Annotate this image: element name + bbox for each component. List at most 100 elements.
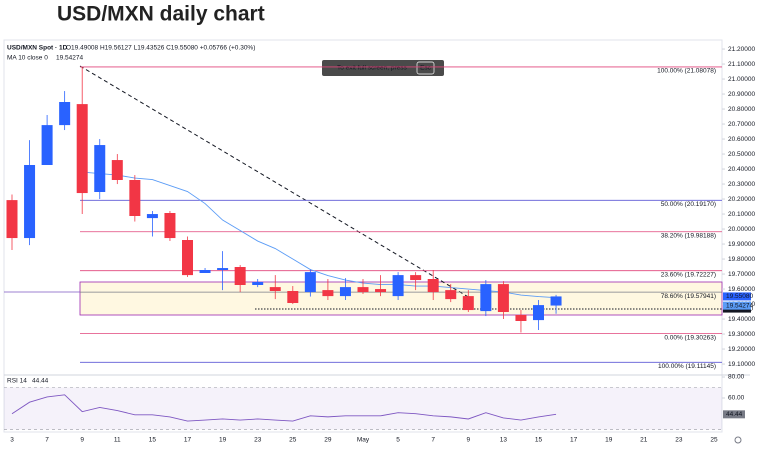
y-tick-label: 19.60000 <box>728 286 755 293</box>
ma-label: MA 10 close 0 <box>7 55 48 62</box>
x-tick-label: 7 <box>45 437 49 444</box>
key-box <box>416 61 435 75</box>
candle-body <box>76 104 88 194</box>
rsi-tick-label: 80.00 <box>728 374 745 381</box>
fib-label: 23.60% (19.72227) <box>661 271 716 278</box>
y-tick-label: 19.90000 <box>728 241 755 248</box>
y-tick-label: 20.80000 <box>728 106 755 113</box>
candle-body <box>217 268 229 270</box>
y-tick-label: 21.10000 <box>728 61 755 68</box>
settings-icon[interactable] <box>734 436 742 444</box>
x-tick-label: 25 <box>289 437 297 444</box>
rsi-line <box>11 394 557 422</box>
candle-body <box>41 125 53 165</box>
candle-body <box>269 287 281 291</box>
candle-body <box>252 282 264 285</box>
candle-body <box>287 291 299 303</box>
candle-body <box>357 287 369 293</box>
chart-title: USD/MXN daily chart <box>57 3 265 26</box>
x-tick-label: 7 <box>431 437 435 444</box>
y-tick-label: 21.20000 <box>728 46 755 53</box>
tooltip-key: Esc <box>420 65 432 72</box>
price-tag-label: 19.55080 <box>726 293 753 300</box>
x-tick-label: 13 <box>500 437 508 444</box>
y-tick-label: 19.40000 <box>728 316 755 323</box>
candle-body <box>375 289 387 293</box>
tooltip-box <box>322 60 444 76</box>
x-tick-label: 23 <box>254 437 262 444</box>
x-tick-label: 15 <box>149 437 157 444</box>
y-tick-label: 20.30000 <box>728 181 755 188</box>
y-tick-label: 20.60000 <box>728 136 755 143</box>
candle-body <box>146 214 158 219</box>
candle-body <box>515 315 527 321</box>
x-tick-label: 19 <box>605 437 613 444</box>
candle-body <box>234 267 246 285</box>
x-tick-label: 15 <box>535 437 543 444</box>
tooltip: To exit full screen, press Esc <box>322 60 444 76</box>
price-tag <box>723 292 751 301</box>
candle-body <box>59 102 71 126</box>
x-tick-label: 25 <box>710 437 718 444</box>
y-tick-label: 19.70000 <box>728 271 755 278</box>
candle-body <box>462 296 474 311</box>
x-tick-label: 9 <box>80 437 84 444</box>
candle-body <box>129 180 141 216</box>
x-tick-label: 17 <box>570 437 578 444</box>
x-tick-label: 11 <box>114 437 121 444</box>
candle-body <box>6 200 18 239</box>
rsi-tag-label: 44.44 <box>726 411 743 418</box>
candle-body <box>410 275 422 281</box>
x-tick-label: May <box>357 437 370 444</box>
rsi-value: 44.44 <box>32 378 49 385</box>
x-tick-label: 19 <box>219 437 227 444</box>
y-tick-label: 20.70000 <box>728 121 755 128</box>
ma-value: 19.54274 <box>56 55 83 62</box>
candle-body <box>480 284 492 312</box>
y-tick-label: 21.00000 <box>728 76 755 83</box>
candle-body <box>550 296 562 306</box>
fib-label: 0.00% (19.30263) <box>664 334 716 341</box>
candle-body <box>164 213 176 239</box>
rsi-tag <box>723 410 745 419</box>
ohlc-legend: O19.49008 H19.56127 L19.43526 C19.55080 … <box>66 45 255 52</box>
fib-label: 38.20% (19.98188) <box>661 232 716 239</box>
candle-body <box>445 290 457 300</box>
y-tick-label: 20.90000 <box>728 91 755 98</box>
candle-body <box>427 279 439 293</box>
y-tick-label: 20.10000 <box>728 211 755 218</box>
x-tick-label: 29 <box>324 437 332 444</box>
x-tick-label: 3 <box>10 437 14 444</box>
rsi-tick-label: 60.00 <box>728 395 745 402</box>
x-tick-label: 5 <box>396 437 400 444</box>
symbol: USD/MXN Spot · 1D <box>7 45 68 52</box>
candle-body <box>392 275 404 297</box>
plot-frame <box>3 39 723 433</box>
y-tick-label: 20.00000 <box>728 226 755 233</box>
trend-line <box>79 65 471 299</box>
candle-body <box>533 305 544 321</box>
ma-tag-label: 19.54274 <box>726 302 753 309</box>
fib-label: 100.00% (21.08078) <box>657 68 716 75</box>
y-tick-label: 19.80000 <box>728 256 755 263</box>
candle-body <box>94 145 106 192</box>
fib-label: 50.00% (20.19170) <box>661 201 716 208</box>
x-tick-label: 9 <box>466 437 470 444</box>
x-tick-label: 21 <box>640 437 648 444</box>
y-tick-label: 20.50000 <box>728 151 755 158</box>
fib-label: 100.00% (19.11145) <box>658 363 716 370</box>
candle-body <box>304 272 316 293</box>
y-tick-label: 20.40000 <box>728 166 755 173</box>
rsi-label: RSI 14 <box>7 378 27 385</box>
rsi-band <box>4 387 722 430</box>
y-tick-label: 19.10000 <box>728 361 755 368</box>
candle-body <box>199 270 211 273</box>
candle-body <box>24 165 36 239</box>
candle-body <box>497 284 509 312</box>
candle-body <box>111 160 123 180</box>
x-tick-label: 23 <box>675 437 683 444</box>
ma-tag <box>723 301 751 310</box>
candle-body <box>182 240 193 276</box>
candle-body <box>322 290 334 297</box>
